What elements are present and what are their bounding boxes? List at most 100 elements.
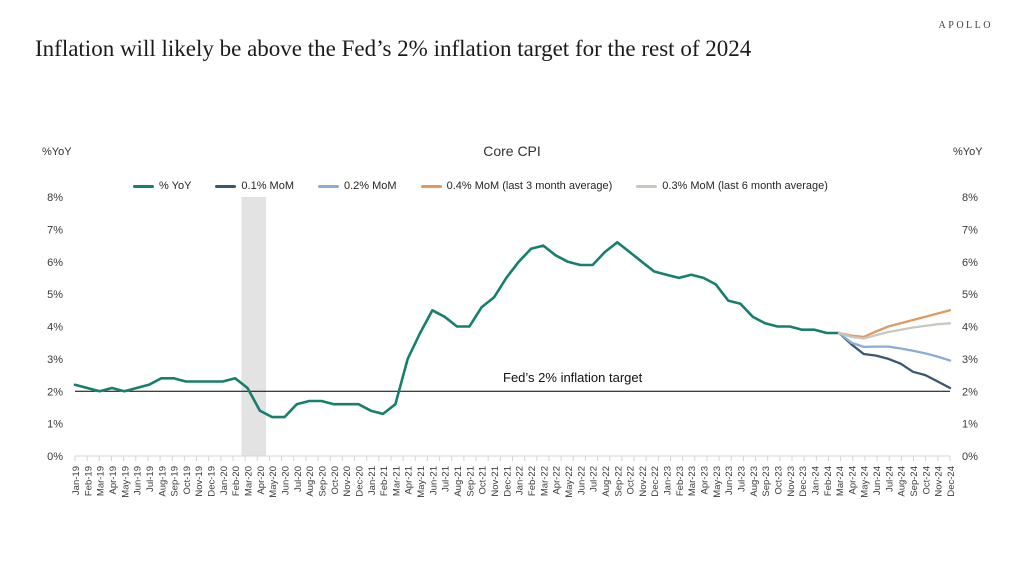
x-tick-label: Sep-22 [613, 466, 624, 497]
x-tick-label: Jul-24 [884, 466, 895, 492]
apollo-logo: APOLLO [938, 20, 993, 31]
y-tick-label-right: 0% [962, 451, 978, 463]
x-tick-label: Feb-20 [231, 466, 242, 496]
x-tick-label: Jul-19 [145, 466, 156, 492]
x-tick-label: Mar-20 [244, 466, 255, 496]
y-tick-label-left: 4% [47, 322, 63, 334]
fed-target-label: Fed’s 2% inflation target [503, 370, 643, 385]
x-tick-label: Jan-20 [219, 466, 230, 495]
x-tick-label: Mar-19 [96, 466, 107, 496]
x-tick-label: Apr-22 [552, 466, 563, 495]
series-line [837, 322, 952, 340]
y-tick-label-right: 1% [962, 419, 978, 431]
chart-title: Core CPI [483, 143, 541, 159]
x-tick-label: Nov-23 [786, 466, 797, 497]
y-tick-label-right: 8% [962, 192, 978, 204]
legend-swatch [133, 184, 154, 188]
x-tick-label: May-23 [712, 466, 723, 498]
y-tick-label-right: 5% [962, 289, 978, 301]
x-tick-label: Dec-23 [798, 466, 809, 497]
x-tick-label: Jun-20 [281, 466, 292, 495]
y-tick-label-left: 8% [47, 192, 63, 204]
y-tick-label-left: 6% [47, 257, 63, 269]
x-tick-label: Jul-23 [736, 466, 747, 492]
x-tick-label: Feb-22 [527, 466, 538, 496]
x-tick-label: Jun-19 [133, 466, 144, 495]
y-tick-label-right: 7% [962, 224, 978, 236]
legend-item: 0.3% MoM (last 6 month average) [636, 180, 828, 192]
x-tick-label: May-19 [120, 466, 131, 498]
x-tick-label: Aug-21 [453, 466, 464, 497]
x-tick-label: Dec-24 [946, 466, 957, 497]
legend-item: 0.1% MoM [215, 180, 294, 192]
series-line [837, 331, 952, 362]
x-tick-label: Nov-19 [194, 466, 205, 497]
x-tick-label: Aug-19 [157, 466, 168, 497]
x-tick-label: Dec-21 [502, 466, 513, 497]
legend-item: 0.4% MoM (last 3 month average) [420, 180, 612, 192]
x-tick-label: Jan-21 [367, 466, 378, 495]
x-tick-label: Mar-24 [835, 466, 846, 496]
x-tick-label: Oct-19 [182, 466, 193, 495]
x-tick-label: Sep-23 [761, 466, 772, 497]
x-tick-label: Nov-21 [490, 466, 501, 497]
x-tick-label: Jun-22 [576, 466, 587, 495]
legend-label: 0.3% MoM (last 6 month average) [662, 180, 828, 192]
legend-item: % YoY [133, 180, 191, 192]
x-tick-label: Apr-24 [847, 466, 858, 495]
chart-legend: % YoY 0.1% MoM 0.2% MoM 0.4% MoM (last 3 mo… [133, 180, 828, 192]
x-tick-label: Aug-24 [897, 466, 908, 497]
y-tick-label-left: 3% [47, 354, 63, 366]
y-tick-label-left: 1% [47, 419, 63, 431]
x-tick-label: Nov-20 [342, 466, 353, 497]
x-tick-label: Jun-23 [724, 466, 735, 495]
x-tick-label: Jan-23 [663, 466, 674, 495]
legend-swatch [420, 184, 442, 188]
x-tick-label: Aug-23 [749, 466, 760, 497]
x-tick-label: Aug-20 [305, 466, 316, 497]
x-tick-label: Jan-24 [810, 466, 821, 495]
x-tick-label: Jul-21 [441, 466, 452, 492]
x-tick-label: Mar-23 [687, 466, 698, 496]
page-title: Inflation will likely be above the Fed’s… [35, 36, 752, 61]
recession-band [241, 197, 267, 456]
y-tick-label-left: 0% [47, 451, 63, 463]
x-tick-label: Jun-21 [428, 466, 439, 495]
x-tick-label: Mar-21 [391, 466, 402, 496]
x-tick-label: Oct-22 [626, 466, 637, 495]
x-tick-label: Feb-19 [83, 466, 94, 496]
x-tick-label: May-20 [268, 466, 279, 498]
legend-swatch [318, 184, 339, 188]
x-tick-label: Jun-24 [872, 466, 883, 495]
legend-item: 0.2% MoM [318, 180, 397, 192]
x-tick-label: Oct-23 [773, 466, 784, 495]
x-tick-label: Dec-19 [207, 466, 218, 497]
y-tick-label-left: 5% [47, 289, 63, 301]
y-tick-label-right: 2% [962, 386, 978, 398]
x-tick-label: May-22 [564, 466, 575, 498]
x-tick-label: Apr-21 [404, 466, 415, 495]
x-tick-label: Sep-21 [465, 466, 476, 497]
x-tick-label: Jan-19 [71, 466, 82, 495]
x-tick-label: Feb-23 [675, 466, 686, 496]
legend-swatch [215, 184, 237, 188]
left-axis-unit-label: %YoY [42, 146, 72, 158]
x-tick-label: Aug-22 [601, 466, 612, 497]
x-tick-label: Oct-24 [921, 466, 932, 495]
x-tick-label: Sep-24 [909, 466, 920, 497]
x-tick-label: Apr-19 [108, 466, 119, 495]
x-tick-label: Nov-22 [638, 466, 649, 497]
x-tick-label: Jul-22 [589, 466, 600, 492]
legend-swatch [636, 184, 658, 188]
x-tick-label: Dec-20 [354, 466, 365, 497]
x-tick-label: Mar-22 [539, 466, 550, 496]
x-tick-label: Feb-24 [823, 466, 834, 496]
x-tick-label: Oct-21 [478, 466, 489, 495]
legend-label: 0.2% MoM [344, 180, 397, 192]
x-tick-label: Oct-20 [330, 466, 341, 495]
x-tick-label: Jan-22 [515, 466, 526, 495]
x-tick-label: Feb-21 [379, 466, 390, 496]
right-axis-unit-label: %YoY [953, 146, 983, 158]
x-tick-label: Jul-20 [293, 466, 304, 492]
